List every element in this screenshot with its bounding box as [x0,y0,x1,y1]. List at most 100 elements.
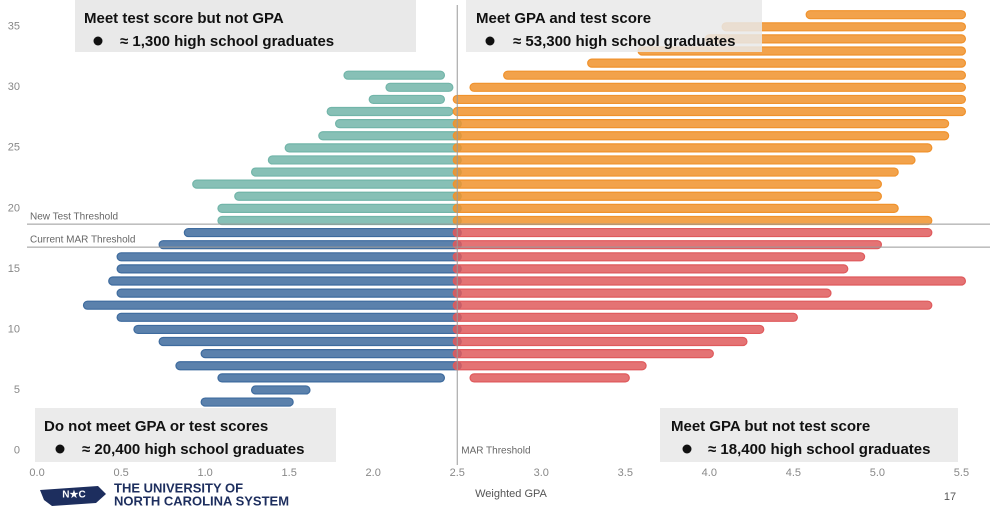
point-row [334,119,462,129]
point-row [452,276,967,286]
point-row [200,349,462,359]
point-row [200,397,294,407]
y-tick-label: 25 [8,142,20,154]
page-number: 17 [944,491,956,503]
x-tick-label: 0.0 [29,467,44,479]
point-row [452,155,916,165]
point-row [217,373,446,383]
point-row [250,167,462,177]
bullet [682,444,692,454]
x-tick-label: 4.5 [786,467,801,479]
logo-shape [40,486,106,506]
annotation-title: Meet GPA and test score [476,10,651,27]
x-tick-label: 3.5 [618,467,633,479]
point-row [452,227,933,238]
point-group [192,70,462,226]
annotation-title: Do not meet GPA or test scores [44,418,268,435]
threshold-label: MAR Threshold [461,446,530,457]
annotation-box [35,408,336,462]
x-tick-label: 5.5 [954,467,969,479]
point-row [452,264,849,274]
point-row [326,106,454,117]
point-row [452,191,882,201]
point-row [217,215,462,226]
y-tick-label: 0 [14,444,20,456]
plot-area: 0 5 10 15 20 25 30 35 0.0 0.5 1.0 1.5 2.0 2.5 3.0 3.5 4.… [8,5,990,479]
x-axis-label: Weighted GPA [475,488,547,500]
y-tick-label: 5 [14,384,20,396]
y-tick-label: 15 [8,263,20,275]
annotation-text: ≈ 1,300 high school graduates [120,33,334,50]
point-row [503,70,967,80]
point-row [452,167,899,177]
x-tick-label: 3.0 [534,467,549,479]
logo: N★C THE UNIVERSITY OF NORTH CAROLINA SYS… [40,480,289,508]
point-row [250,385,311,395]
point-row [116,312,462,322]
point-row [133,324,462,335]
bullet [93,36,103,46]
threshold-label: New Test Threshold [30,212,118,223]
threshold-label: Current MAR Threshold [30,235,135,246]
bullet [485,36,495,46]
point-group [82,227,462,407]
x-tick-label: 5.0 [870,467,885,479]
point-row [116,288,462,298]
logo-mark: N★C [62,490,85,501]
annotation-box [75,0,416,52]
point-row [452,324,765,335]
point-row [267,155,462,165]
y-tick-label: 35 [8,21,20,33]
point-row [452,288,832,298]
annotation-text: ≈ 53,300 high school graduates [513,33,735,50]
point-row [82,300,462,310]
annotation-box [466,0,762,52]
point-row [469,82,967,92]
point-row [452,131,950,141]
point-row [452,349,714,359]
point-row [368,94,446,105]
point-row [116,264,462,274]
point-row [452,203,899,213]
point-row [587,58,967,68]
point-row [217,203,462,213]
point-row [452,94,967,105]
point-row [192,179,462,189]
logo-text: NORTH CAROLINA SYSTEM [114,493,289,508]
point-group [452,10,967,226]
point-row [452,252,866,262]
annotations: Meet test score but not GPA ≈ 1,300 high… [35,0,958,462]
x-tick-label: 1.0 [197,467,212,479]
annotation-text: ≈ 20,400 high school graduates [82,441,304,458]
point-row [183,227,462,238]
y-tick-label: 10 [8,323,20,335]
x-tick-label: 0.5 [113,467,128,479]
point-row [452,119,950,129]
point-row [158,336,462,347]
point-row [234,191,462,201]
point-row [469,373,630,383]
point-row [452,143,933,153]
bullet [55,444,65,454]
annotation-box [660,408,958,462]
point-row [108,276,462,286]
point-row [452,361,647,371]
point-row [452,300,933,310]
y-tick-label: 20 [8,202,20,214]
point-row [805,10,967,20]
y-tick-label: 30 [8,81,20,93]
annotation-title: Meet GPA but not test score [671,418,870,435]
point-row [385,82,454,92]
point-row [116,252,462,262]
point-row [343,70,446,80]
logo-text: THE UNIVERSITY OF [114,480,243,495]
x-tick-label: 1.5 [282,467,297,479]
annotation-title: Meet test score but not GPA [84,10,284,27]
point-row [452,215,933,226]
annotation-text: ≈ 18,400 high school graduates [708,441,930,458]
point-row [452,336,748,347]
x-tick-label: 2.5 [450,467,465,479]
point-row [284,143,462,153]
